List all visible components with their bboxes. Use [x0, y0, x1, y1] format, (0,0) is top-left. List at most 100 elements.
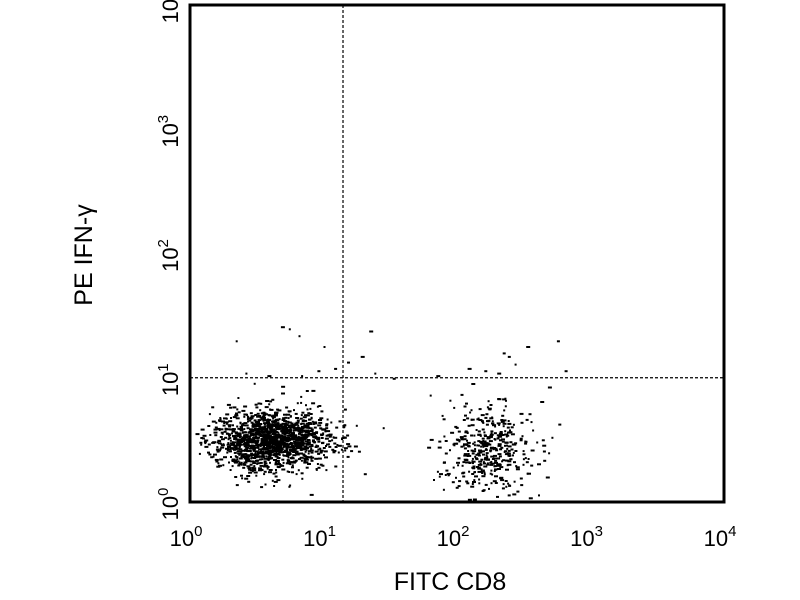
dot-cluster-negative: [327, 443, 330, 446]
dot-cluster-negative: [200, 428, 205, 431]
dot-cluster-negative: [217, 449, 221, 452]
dot-cluster-negative: [325, 423, 329, 426]
dot-cluster-cd8-positive: [444, 474, 447, 476]
dot-cluster-negative: [292, 429, 297, 432]
dot-cluster-negative: [246, 415, 249, 418]
dot-cluster-negative: [228, 435, 231, 438]
dot-cluster-cd8-positive: [499, 448, 503, 451]
dot-cluster-cd8-positive: [505, 435, 508, 438]
dot-cluster-negative: [275, 428, 280, 431]
dot-cluster-negative: [303, 459, 307, 462]
dot-cluster-negative: [313, 421, 317, 424]
dot-cluster-negative: [303, 445, 306, 448]
dot-cluster-negative: [274, 418, 278, 421]
dot-cluster-negative: [243, 415, 246, 418]
dot-cluster-cd8-positive: [504, 430, 507, 433]
dot-cluster-negative: [242, 422, 245, 425]
dot-cluster-cd8-positive: [471, 457, 474, 460]
dot-cluster-negative: [255, 424, 258, 427]
dot-cluster-negative: [343, 436, 346, 439]
dot-cluster-negative: [235, 460, 240, 463]
dot-cluster-cd8-positive: [496, 464, 501, 467]
dot-cluster-negative: [301, 411, 305, 414]
dot-cluster-negative: [276, 443, 280, 446]
dot-cluster-negative: [261, 428, 266, 431]
dot-cluster-negative: [306, 424, 310, 427]
dot-cluster-negative: [296, 426, 299, 429]
dot-cluster-negative: [254, 467, 257, 470]
dot-cluster-cd8-positive: [504, 480, 508, 482]
dot-cluster-negative: [307, 463, 311, 465]
dot-cluster-negative: [232, 406, 237, 409]
dot-cluster-cd8-positive: [507, 454, 512, 457]
dot-cluster-cd8-positive: [480, 414, 485, 417]
dot-scatter: [497, 372, 502, 375]
dot-cluster-negative: [301, 442, 305, 445]
dot-cluster-negative: [291, 432, 295, 435]
dot-cluster-negative: [340, 448, 343, 451]
dot-cluster-negative: [300, 472, 304, 475]
dot-cluster-cd8-positive: [515, 466, 520, 469]
dot-cluster-negative: [303, 442, 306, 445]
dot-cluster-cd8-positive: [465, 461, 468, 464]
dot-cluster-negative: [316, 405, 319, 408]
dot-cluster-negative: [310, 447, 313, 450]
dot-cluster-cd8-positive: [450, 431, 455, 434]
dot-cluster-cd8-positive: [478, 444, 480, 447]
dot-scatter: [301, 375, 304, 378]
dot-cluster-cd8-positive: [524, 440, 527, 443]
dot-cluster-negative: [343, 424, 346, 427]
dot-cluster-negative: [267, 426, 270, 429]
dot-cluster-negative: [299, 456, 304, 459]
dot-cluster-cd8-positive: [478, 460, 483, 463]
dot-cluster-negative: [292, 435, 294, 438]
dot-cluster-cd8-positive: [496, 434, 501, 437]
dot-cluster-negative: [230, 443, 234, 446]
dot-cluster-negative: [260, 450, 263, 453]
dot-cluster-negative: [232, 441, 237, 444]
dot-cluster-cd8-positive: [522, 453, 526, 456]
dot-cluster-negative: [281, 418, 286, 421]
dot-cluster-cd8-positive: [429, 394, 432, 397]
dot-cluster-cd8-positive: [512, 423, 515, 426]
dot-cluster-negative: [214, 458, 219, 461]
dot-cluster-negative: [244, 442, 249, 445]
dot-cluster-cd8-positive: [482, 421, 485, 424]
dot-cluster-negative: [274, 429, 277, 432]
dot-cluster-negative: [268, 439, 271, 442]
dot-cluster-cd8-positive: [444, 452, 448, 455]
dot-cluster-negative: [240, 426, 243, 429]
dot-cluster-cd8-positive: [476, 466, 479, 468]
dot-cluster-cd8-positive: [460, 445, 464, 448]
dot-cluster-negative: [253, 419, 257, 422]
dot-cluster-negative: [260, 440, 264, 443]
dot-cluster-cd8-positive: [436, 470, 439, 473]
dot-cluster-negative: [260, 455, 265, 458]
dot-cluster-negative: [278, 445, 282, 448]
dot-cluster-cd8-positive: [442, 461, 446, 464]
dot-cluster-cd8-positive: [558, 423, 562, 426]
dot-cluster-negative: [305, 449, 308, 452]
dot-cluster-negative: [249, 454, 253, 457]
dot-cloud: [195, 326, 568, 501]
dot-cluster-cd8-positive: [498, 464, 502, 466]
dot-cluster-cd8-positive: [447, 473, 450, 476]
dot-cluster-negative: [284, 416, 288, 419]
dot-cluster-cd8-positive: [545, 476, 550, 479]
dot-cluster-negative: [282, 439, 287, 442]
dot-cluster-negative: [274, 475, 278, 478]
dot-cluster-negative: [236, 408, 239, 411]
dot-cluster-negative: [319, 463, 323, 466]
dot-cluster-negative: [297, 421, 300, 424]
dot-cluster-cd8-positive: [514, 442, 518, 445]
dot-cluster-negative: [210, 456, 214, 459]
dot-cluster-negative: [322, 432, 325, 435]
dot-cluster-negative: [287, 417, 290, 420]
dot-cluster-cd8-positive: [497, 444, 502, 447]
dot-cluster-negative: [249, 432, 254, 435]
dot-cluster-negative: [254, 414, 258, 416]
dot-cluster-negative: [249, 412, 253, 415]
x-tick-label: 103: [570, 523, 603, 551]
dot-cluster-negative: [239, 434, 242, 436]
